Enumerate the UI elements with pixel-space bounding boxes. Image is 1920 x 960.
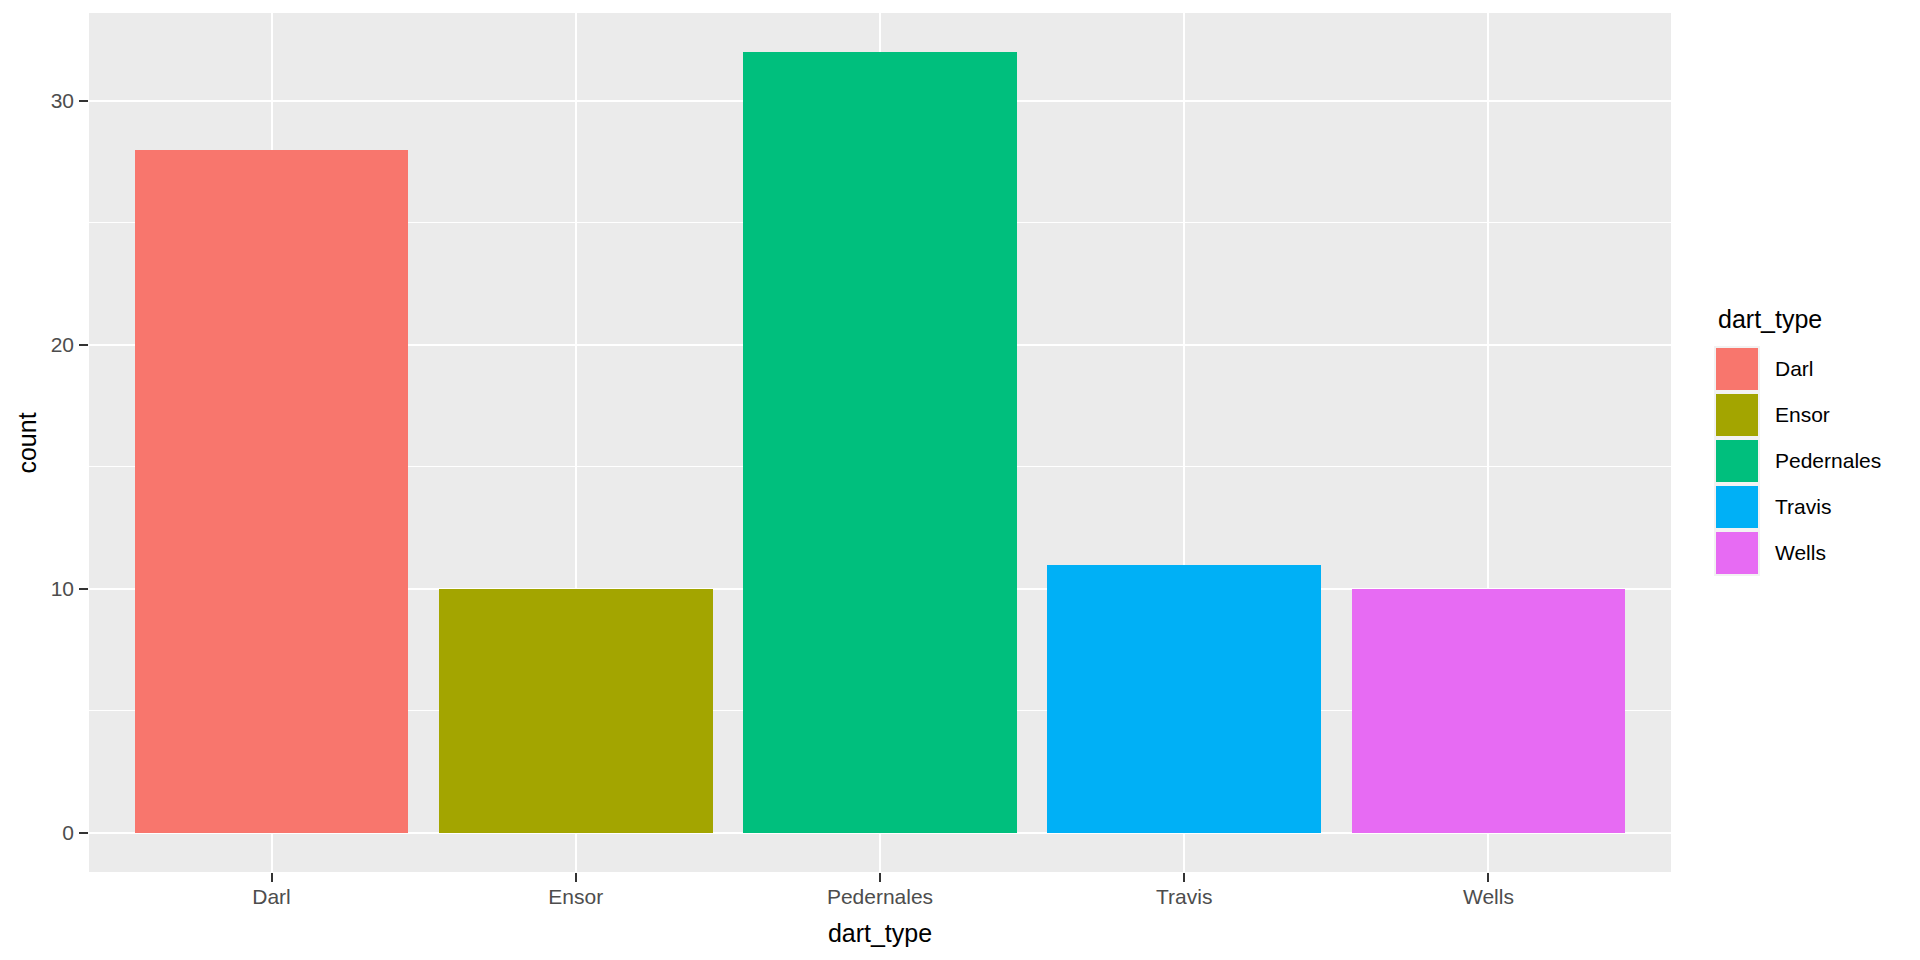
legend-item-pedernales: Pedernales [1716,440,1920,482]
x-tick-label: Ensor [548,885,603,909]
legend-item-ensor: Ensor [1716,394,1920,436]
legend-swatch [1716,532,1758,574]
x-tick-label: Darl [252,885,291,909]
y-tick-mark [79,832,88,834]
bar-wells [1352,589,1626,833]
legend-item-label: Ensor [1775,403,1830,427]
x-tick-label: Travis [1156,885,1212,909]
y-tick-label: 30 [51,89,74,113]
y-tick-label: 10 [51,577,74,601]
legend-item-label: Travis [1775,495,1831,519]
legend-swatch [1716,394,1758,436]
y-tick-label: 20 [51,333,74,357]
y-tick-mark [79,588,88,590]
y-tick-mark [79,100,88,102]
legend-swatch [1716,486,1758,528]
bar-ensor [439,589,713,833]
legend-item-wells: Wells [1716,532,1920,574]
plot-panel [89,13,1671,872]
y-axis-title: count [13,412,42,473]
x-tick-mark [879,873,881,882]
x-axis-title: dart_type [828,919,932,948]
legend-title: dart_type [1718,305,1920,334]
legend-item-label: Wells [1775,541,1826,565]
legend-item-travis: Travis [1716,486,1920,528]
y-tick-label: 0 [62,821,74,845]
legend: dart_type Darl Ensor Pedernales Travis Wells [1716,305,1920,578]
x-tick-mark [1487,873,1489,882]
x-tick-label: Pedernales [827,885,933,909]
x-tick-mark [271,873,273,882]
legend-item-label: Pedernales [1775,449,1881,473]
x-tick-mark [1183,873,1185,882]
legend-item-label: Darl [1775,357,1814,381]
x-tick-mark [575,873,577,882]
bar-travis [1047,565,1321,833]
ggplot-bar-chart: 0 10 20 30 Darl Ensor Pedernales Travis Wells co… [0,0,1920,960]
x-tick-label: Wells [1463,885,1514,909]
legend-swatch [1716,348,1758,390]
legend-items: Darl Ensor Pedernales Travis Wells [1716,348,1920,574]
bar-darl [135,150,409,833]
legend-swatch [1716,440,1758,482]
legend-item-darl: Darl [1716,348,1920,390]
bar-pedernales [743,52,1017,833]
y-tick-mark [79,344,88,346]
